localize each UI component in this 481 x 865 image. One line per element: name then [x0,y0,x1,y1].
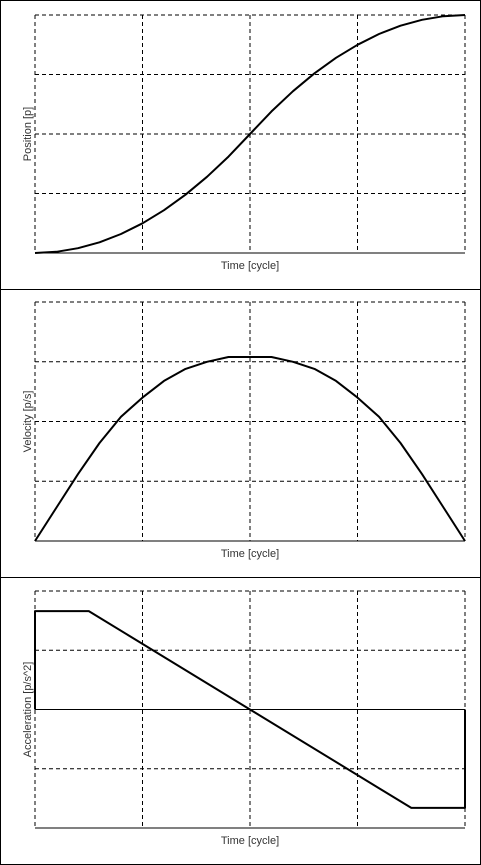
y-axis-label: Acceleration [p/s^2] [22,662,34,758]
plot-area [34,301,466,542]
acceleration-chart: Acceleration [p/s^2] Time [cycle] [22,590,466,847]
x-axis-label: Time [cycle] [221,260,279,272]
position-chart-panel: Position [p] Time [cycle] [0,0,481,290]
series-line [34,14,466,254]
acceleration-chart-panel: Acceleration [p/s^2] Time [cycle] [0,577,481,865]
x-axis-label: Time [cycle] [221,548,279,560]
velocity-chart: Velocity [p/s] Time [cycle] [22,301,466,560]
x-axis-label: Time [cycle] [221,835,279,847]
series-line [34,356,466,542]
velocity-chart-panel: Velocity [p/s] Time [cycle] [0,289,481,578]
series-line [34,610,466,809]
y-axis-label: Position [p] [22,107,34,161]
plot-area [34,14,466,254]
plot-area [34,590,466,829]
position-chart: Position [p] Time [cycle] [22,14,466,272]
y-axis-label: Velocity [p/s] [22,391,34,453]
